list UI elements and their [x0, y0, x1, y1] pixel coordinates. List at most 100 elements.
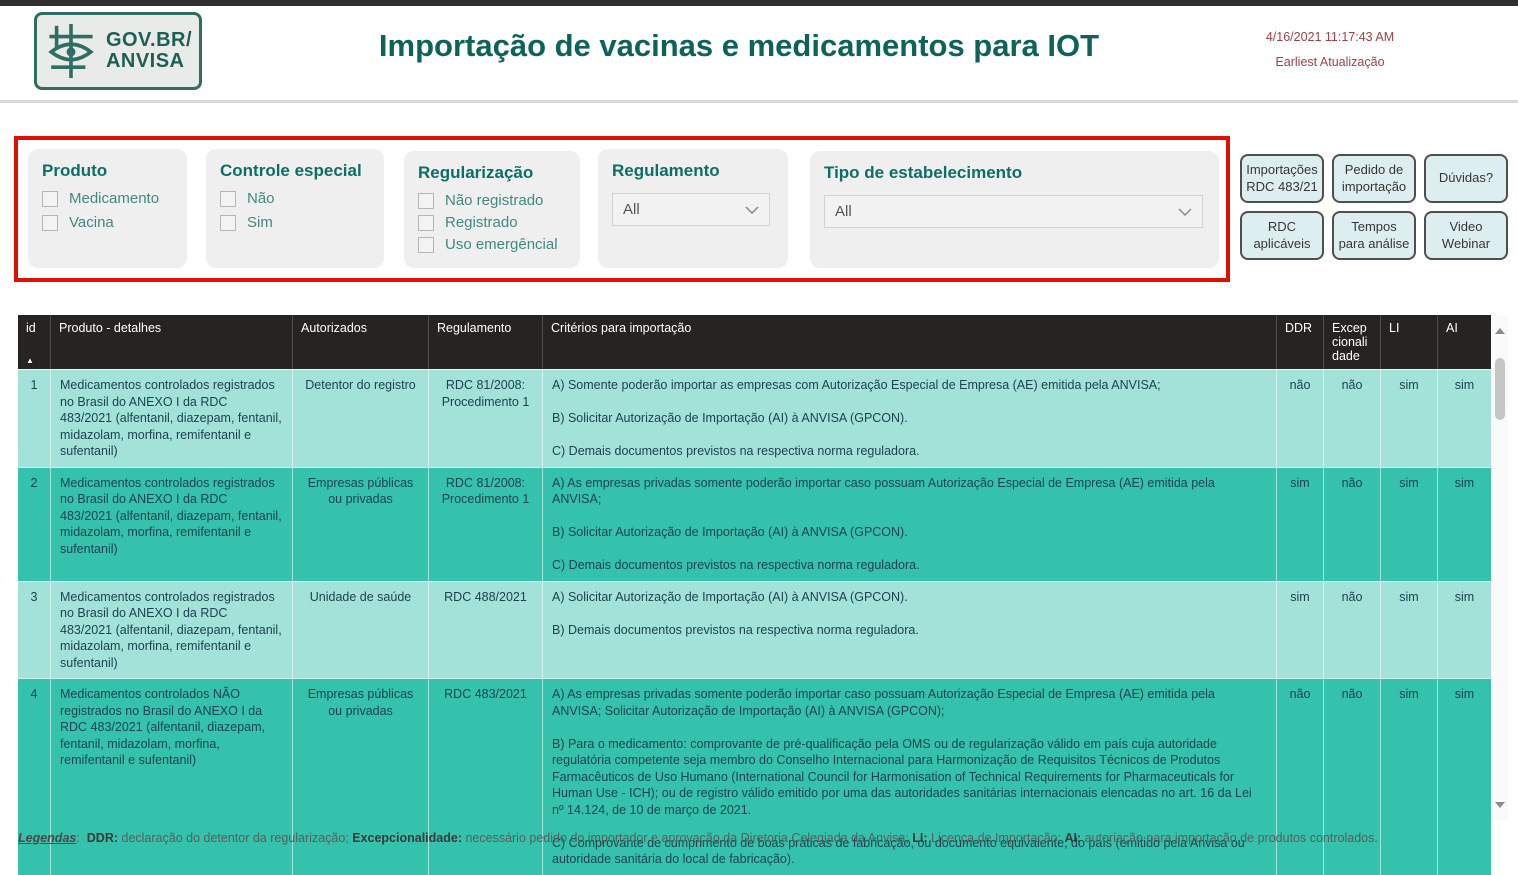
cell-regulamento: RDC 81/2008: Procedimento 1	[428, 467, 542, 581]
video-webinar-button[interactable]: Video Webinar	[1424, 211, 1508, 260]
checkbox-icon[interactable]	[220, 214, 236, 231]
cell-li: sim	[1380, 370, 1437, 467]
legend-items: DDR: declaração do detentor da regulariz…	[86, 831, 1378, 845]
tempos-analise-button[interactable]: Tempos para análise	[1332, 211, 1416, 260]
cell-ddr: sim	[1276, 467, 1323, 581]
checkbox-icon[interactable]	[418, 236, 434, 253]
checkbox-label[interactable]: Não	[247, 190, 275, 207]
checkbox-label[interactable]: Registrado	[445, 214, 518, 231]
table-header: id ▲ Produto - detalhes Autorizados Regu…	[18, 315, 1491, 369]
dropdown-value: All	[623, 201, 640, 218]
dropdown-value: All	[835, 203, 852, 220]
checkbox-medicamento[interactable]: Medicamento	[42, 190, 173, 207]
cell-id: 3	[30, 589, 38, 604]
checkbox-icon[interactable]	[220, 190, 236, 207]
filter-title-tipo-estabelecimento: Tipo de estabelecimento	[824, 163, 1023, 182]
filter-title-regulamento: Regulamento	[612, 161, 720, 180]
cell-produto: Medicamentos controlados NÃO registrados…	[50, 679, 292, 875]
scrollbar-thumb[interactable]	[1495, 358, 1505, 420]
legend: Legendas: DDR: declaração do detentor da…	[18, 831, 1378, 845]
cell-autorizados: Detentor do registro	[292, 370, 428, 467]
cell-excepcionalidade: não	[1323, 581, 1380, 678]
table-body: 1 Medicamentos controlados registrados no…	[18, 369, 1491, 875]
checkbox-label[interactable]: Vacina	[69, 214, 114, 231]
cell-excepcionalidade: não	[1323, 679, 1380, 875]
cell-autorizados: Unidade de saúde	[292, 581, 428, 678]
column-header-id[interactable]: id ▲	[26, 321, 36, 365]
cell-autorizados: Empresas públicas ou privadas	[292, 467, 428, 581]
checkbox-label[interactable]: Não registrado	[445, 192, 544, 209]
rdc-aplicaveis-button[interactable]: RDC aplicáveis	[1240, 211, 1324, 260]
duvidas-button[interactable]: Dúvidas?	[1424, 154, 1508, 203]
checkbox-label[interactable]: Uso emergêncial	[445, 236, 558, 253]
pedido-importacao-button[interactable]: Pedido de importação	[1332, 154, 1416, 203]
column-header-autorizados[interactable]: Autorizados	[292, 315, 428, 369]
checkbox-label[interactable]: Medicamento	[69, 190, 160, 207]
window-top-edge	[0, 0, 1518, 6]
column-header-produto[interactable]: Produto - detalhes	[50, 315, 292, 369]
nav-buttons: Importações RDC 483/21 Pedido de importa…	[1240, 154, 1508, 260]
cell-ddr: não	[1276, 679, 1323, 875]
checkbox-icon[interactable]	[42, 190, 58, 207]
cell-criterios: A) Solicitar Autorização de Importação (…	[542, 581, 1276, 678]
sort-ascending-icon[interactable]: ▲	[26, 356, 34, 365]
cell-id: 4	[30, 687, 38, 701]
cell-regulamento: RDC 81/2008: Procedimento 1	[428, 370, 542, 467]
checkbox-icon[interactable]	[418, 214, 434, 231]
cell-li: sim	[1380, 467, 1437, 581]
table-scrollbar[interactable]	[1492, 316, 1508, 820]
page-title: Importação de vacinas e medicamentos par…	[378, 28, 1100, 63]
tipo-estabelecimento-dropdown[interactable]: All	[824, 195, 1203, 228]
cell-autorizados: Empresas públicas ou privadas	[292, 679, 428, 875]
filter-card-tipo-estabelecimento: Tipo de estabelecimento All	[810, 151, 1219, 268]
importacoes-rdc-button[interactable]: Importações RDC 483/21	[1240, 154, 1324, 203]
cell-ddr: sim	[1276, 581, 1323, 678]
cell-criterios: A) Somente poderão importar as empresas …	[542, 370, 1276, 467]
filters-highlight-border	[14, 136, 1230, 282]
chevron-down-icon	[1178, 207, 1192, 216]
column-header-excepcionalidade[interactable]: Excepcionalidade	[1323, 315, 1380, 369]
cell-li: sim	[1380, 581, 1437, 678]
cell-li: sim	[1380, 679, 1437, 875]
table-row[interactable]: 3 Medicamentos controlados registrados no…	[18, 580, 1491, 678]
column-header-ai[interactable]: AI	[1437, 315, 1491, 369]
filter-card-produto: Produto Medicamento Vacina	[28, 149, 187, 268]
column-header-criterios[interactable]: Critérios para importação	[542, 315, 1276, 369]
column-header-regulamento[interactable]: Regulamento	[428, 315, 542, 369]
checkbox-label[interactable]: Sim	[247, 214, 273, 231]
cell-produto: Medicamentos controlados registrados no …	[50, 581, 292, 678]
column-header-li[interactable]: LI	[1380, 315, 1437, 369]
cell-ai: sim	[1437, 679, 1491, 875]
cell-ai: sim	[1437, 370, 1491, 467]
table-row[interactable]: 1 Medicamentos controlados registrados no…	[18, 369, 1491, 467]
cell-id: 1	[30, 378, 38, 392]
checkbox-nao[interactable]: Não	[220, 190, 370, 207]
table-row[interactable]: 4 Medicamentos controlados NÃO registrado…	[18, 678, 1491, 875]
checkbox-icon[interactable]	[42, 214, 58, 231]
table-row[interactable]: 2 Medicamentos controlados registrados no…	[18, 466, 1491, 581]
cell-ddr: não	[1276, 370, 1323, 467]
refresh-stamp: 4/16/2021 11:17:43 AM Earliest Atualizaç…	[1200, 30, 1460, 69]
regulamento-dropdown[interactable]: All	[612, 193, 770, 226]
cell-excepcionalidade: não	[1323, 467, 1380, 581]
scroll-down-icon[interactable]	[1495, 802, 1505, 808]
checkbox-nao-registrado[interactable]: Não registrado	[418, 192, 566, 209]
checkbox-registrado[interactable]: Registrado	[418, 214, 566, 231]
logo-text: GOV.BR/ ANVISA	[105, 29, 193, 72]
cell-regulamento: RDC 483/2021	[428, 679, 542, 875]
filter-title-regularizacao: Regularização	[418, 163, 534, 182]
checkbox-icon[interactable]	[418, 192, 434, 209]
checkbox-uso-emergencial[interactable]: Uso emergêncial	[418, 236, 566, 253]
filter-title-produto: Produto	[42, 161, 108, 180]
scroll-up-icon[interactable]	[1495, 328, 1505, 334]
cell-regulamento: RDC 488/2021	[428, 581, 542, 678]
cell-produto: Medicamentos controlados registrados no …	[50, 370, 292, 467]
column-header-ddr[interactable]: DDR	[1276, 315, 1323, 369]
checkbox-vacina[interactable]: Vacina	[42, 214, 173, 231]
header-divider	[0, 100, 1518, 103]
legend-label: Legendas	[18, 831, 77, 845]
checkbox-sim[interactable]: Sim	[220, 214, 370, 231]
filter-title-controle-especial: Controle especial	[220, 161, 362, 180]
cell-id: 2	[30, 475, 38, 490]
chevron-down-icon	[745, 205, 759, 214]
